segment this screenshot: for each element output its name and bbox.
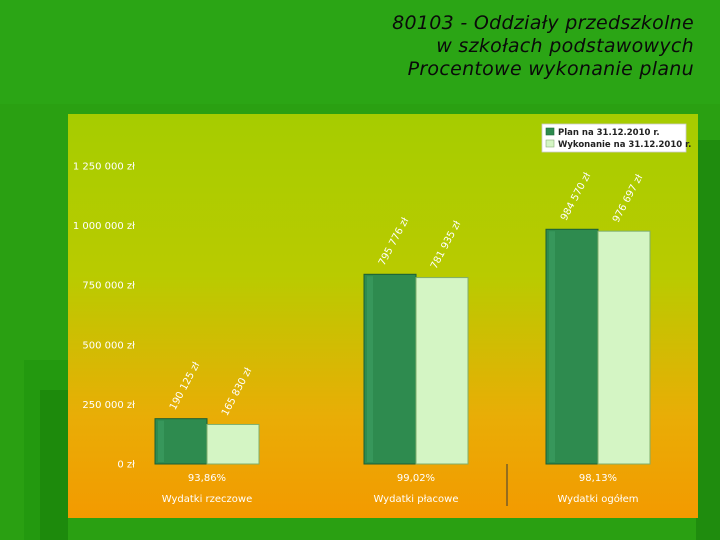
x-labels-group: 93,86% Wydatki rzeczowe 99,02% Wydatki płac… <box>162 464 639 506</box>
value-label-plan: 190 125 zł <box>168 360 202 412</box>
background-band-right <box>696 140 720 540</box>
legend-swatch-wykonanie <box>545 139 555 148</box>
bar-highlight <box>367 276 373 462</box>
title-line-2: w szkołach podstawowych <box>436 35 694 57</box>
percentage-label: 98,13% <box>579 473 617 484</box>
background-band <box>0 0 720 104</box>
value-label-plan: 984 570 zł <box>559 171 593 223</box>
bar-highlight <box>158 420 164 462</box>
bar-wykonanie <box>597 230 651 465</box>
value-label-wykonanie: 781 935 zł <box>429 219 463 271</box>
chart-panel: 0 zł 250 000 zł 500 000 zł 750 000 zł 1 000 … <box>68 114 698 518</box>
y-tick-label: 750 000 zł <box>82 281 135 292</box>
value-label-wykonanie: 165 830 zł <box>220 366 254 418</box>
bar-wykonanie <box>415 277 469 465</box>
category-label: Wydatki ogółem <box>557 493 638 505</box>
slide-title: 80103 - Oddziały przedszkolne w szkołach… <box>274 12 694 81</box>
legend-swatch-plan <box>545 127 555 136</box>
legend-label-wykonanie: Wykonanie na 31.12.2010 r. <box>558 140 691 150</box>
bar-wykonanie <box>206 423 260 465</box>
y-axis: 0 zł 250 000 zł 500 000 zł 750 000 zł 1 000 … <box>73 162 135 471</box>
value-label-plan: 795 776 zł <box>377 216 411 268</box>
category-label: Wydatki rzeczowe <box>162 494 252 505</box>
value-label-wykonanie: 976 697 zł <box>611 173 645 225</box>
y-tick-label: 1 250 000 zł <box>73 162 135 173</box>
bar-chart: 0 zł 250 000 zł 500 000 zł 750 000 zł 1 000 … <box>73 123 691 506</box>
title-line-1: 80103 - Oddziały przedszkolne <box>392 12 694 34</box>
y-tick-label: 500 000 zł <box>82 340 135 351</box>
y-tick-label: 0 zł <box>117 460 135 471</box>
legend-box <box>541 123 687 153</box>
legend-label-plan: Plan na 31.12.2010 r. <box>558 128 660 138</box>
bar-highlight <box>549 231 555 462</box>
y-tick-label: 250 000 zł <box>82 400 135 411</box>
y-tick-label: 1 000 000 zł <box>73 221 135 232</box>
bars-group <box>154 228 651 465</box>
percentage-label: 93,86% <box>188 473 226 484</box>
percentage-label: 99,02% <box>397 473 435 484</box>
background-band-left-inner <box>40 390 68 540</box>
category-label: Wydatki płacowe <box>373 494 458 505</box>
legend: Plan na 31.12.2010 r. Wykonanie na 31.12… <box>541 123 691 153</box>
title-line-3: Procentowe wykonanie planu <box>407 58 694 80</box>
